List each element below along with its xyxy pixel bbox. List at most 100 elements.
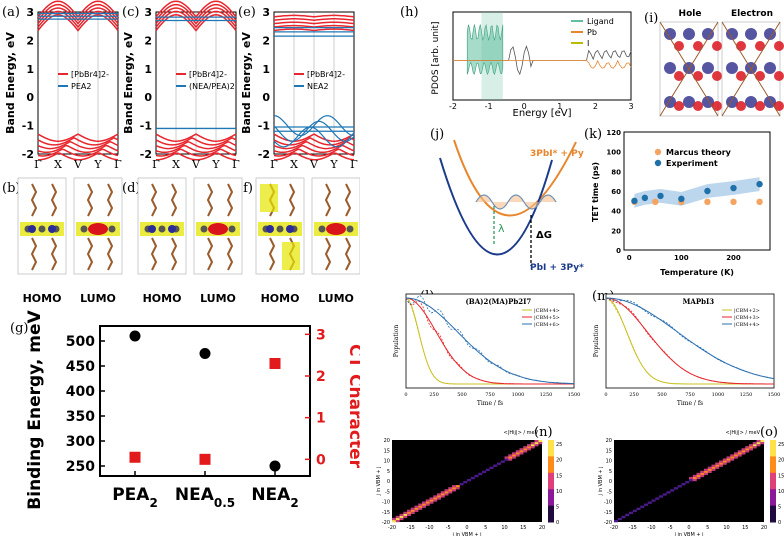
heatmap-y-tick: -15 xyxy=(604,510,612,516)
heatmap-y-tick: 5 xyxy=(387,469,390,475)
heatmap-cell xyxy=(745,450,750,453)
lead-atom xyxy=(276,225,284,233)
lumo-lobe xyxy=(208,223,228,235)
heatmap-cell xyxy=(485,468,490,472)
heatmap-cell xyxy=(425,501,430,504)
orbital-lobe-blue xyxy=(726,62,738,74)
heatmap-cell xyxy=(734,454,739,457)
heatmap-cell xyxy=(497,462,502,465)
heatmap-cell xyxy=(425,499,430,502)
population-x-tick: 1000 xyxy=(512,392,525,398)
tet-x-tick: 100 xyxy=(674,254,689,262)
heatmap-cell xyxy=(399,515,404,519)
lumo-label: LUMO xyxy=(80,292,116,305)
band-y-tick: 3 xyxy=(144,6,152,19)
population-data-line xyxy=(405,297,574,385)
heatmap-cell xyxy=(437,493,441,496)
panel-label-c: (c) xyxy=(122,5,139,20)
heatmap-cell xyxy=(711,466,716,469)
band-y-tick: 1 xyxy=(144,63,152,76)
lead-atom xyxy=(346,225,354,233)
heatmap-cell xyxy=(749,448,753,451)
orbital-lobe-blue xyxy=(745,62,757,74)
heatmap-x-label: i in VBM + i xyxy=(452,532,481,538)
experiment-point xyxy=(631,197,638,205)
heatmap-y-tick: -5 xyxy=(607,489,612,495)
heatmap-cell xyxy=(655,497,660,500)
band-y-tick: -2 xyxy=(258,148,270,161)
homo-label: HOMO xyxy=(23,292,62,305)
heatmap-cell xyxy=(392,519,397,523)
band-x-tick: Γ xyxy=(232,158,240,170)
heatmap-cell xyxy=(741,448,746,451)
ligand-chain xyxy=(106,183,114,217)
valence-band-line xyxy=(274,152,355,161)
ligand-chain xyxy=(86,183,94,217)
highlight-band xyxy=(481,12,503,100)
homo-lobe xyxy=(28,225,36,233)
heatmap-cell xyxy=(756,442,761,445)
band-y-tick: 0 xyxy=(26,91,34,104)
band-y-tick: -1 xyxy=(140,120,152,133)
heatmap-y-tick: 0 xyxy=(387,479,390,485)
population-x-tick: 750 xyxy=(485,392,495,398)
heatmap-cell xyxy=(508,458,513,461)
colorbar-tick: 20 xyxy=(778,458,784,464)
panel-label-d: (d) xyxy=(122,181,140,196)
population-x-tick: 0 xyxy=(604,392,607,398)
heatmap-y-label: j in VBM + j xyxy=(376,466,382,496)
orbital-lobe-red xyxy=(674,71,684,81)
orbital-lobe-blue xyxy=(745,28,757,40)
conduction-band-line xyxy=(37,14,119,32)
orbital-lobe-red xyxy=(755,71,765,81)
orbital-lobe-blue xyxy=(683,96,695,108)
ligand-chain xyxy=(206,183,214,217)
hole-label: Hole xyxy=(679,9,702,19)
heatmap-cell xyxy=(704,468,708,471)
conduction-band-line xyxy=(155,7,237,25)
heatmap-cell xyxy=(734,456,738,459)
heatmap-cell xyxy=(444,493,449,496)
orbital-lobe-blue xyxy=(702,62,714,74)
x-tick-label: PEA2 xyxy=(112,485,158,510)
colorbar-tick: 20 xyxy=(556,458,562,464)
y-axis-label: Binding Energy, meV xyxy=(25,310,45,510)
heatmap-x-tick: 15 xyxy=(520,525,526,531)
heatmap-cell xyxy=(696,474,701,478)
heatmap-y-tick: -5 xyxy=(385,489,390,495)
y2-tick-label: 0 xyxy=(316,452,326,468)
heatmap-y-tick: 0 xyxy=(609,479,612,485)
panel-label-o: (o) xyxy=(760,425,778,440)
tet-y-tick: 100 xyxy=(606,149,621,157)
tet-legend-marker xyxy=(654,148,662,156)
heatmap-cell xyxy=(722,462,727,465)
heatmap-cell xyxy=(399,517,404,521)
y-tick-label: 300 xyxy=(66,434,95,450)
heatmap-cell xyxy=(538,442,543,445)
band-y-tick: -1 xyxy=(22,120,34,133)
energy-diagram: (j) 3PbI* + Py PbI + 3Py* λ ΔG xyxy=(430,127,584,273)
experiment-point xyxy=(657,192,664,200)
ligand-chain xyxy=(50,237,58,271)
band-x-tick: X xyxy=(172,158,180,170)
heatmap-cell xyxy=(422,501,426,504)
heatmap-cell xyxy=(437,495,442,498)
heatmap-cell xyxy=(685,481,690,484)
ligand-chain xyxy=(324,237,332,271)
valence-band-line xyxy=(273,137,355,146)
orbital-panels: (b) (d) (f) HOMO LUMO HOMO LUMO HOMO LUMO xyxy=(2,177,360,305)
heatmap-cell xyxy=(527,448,531,451)
heatmap-cell xyxy=(527,446,532,449)
orbital-lobe-red xyxy=(755,101,765,111)
colorbar-segment xyxy=(548,472,554,490)
heatmap-x-tick: 20 xyxy=(761,525,767,531)
colorbar-tick: 5 xyxy=(556,504,559,510)
valence-band-line xyxy=(38,152,119,161)
valence-band-line xyxy=(37,140,119,150)
band-x-tick: Γ xyxy=(34,158,42,170)
heatmap-cell xyxy=(677,485,682,488)
experiment-point xyxy=(756,180,763,188)
heatmap-cell xyxy=(647,501,652,504)
population-title: (BA)2(MA)Pb2I7 xyxy=(465,297,531,306)
